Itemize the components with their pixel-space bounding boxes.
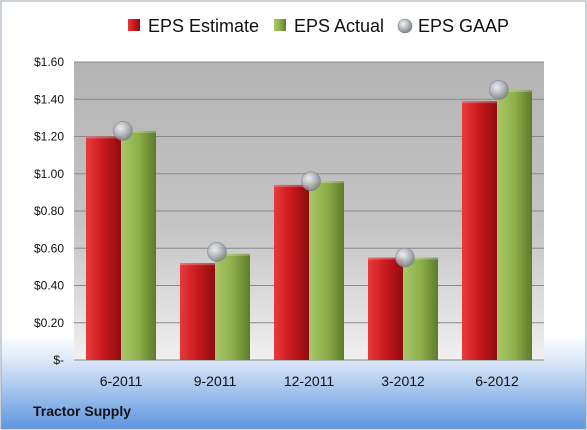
y-tick-label: $0.80 xyxy=(34,204,64,218)
y-tick-label: $1.00 xyxy=(34,167,64,181)
bar-top-highlight xyxy=(462,101,497,104)
bar-top-highlight xyxy=(309,181,344,184)
gaap-marker xyxy=(207,242,227,262)
legend-label: EPS Actual xyxy=(294,16,384,36)
legend-swatch-gaap xyxy=(397,18,413,34)
estimate-bar xyxy=(368,257,403,360)
y-axis: $- $0.20 $0.40 $0.60 $0.80 $1.00 $1.20 $1.40 $1.… xyxy=(34,55,64,367)
y-tick-label: $1.60 xyxy=(34,55,64,69)
x-tick-label: 3-2012 xyxy=(381,373,425,389)
bar-top-highlight xyxy=(403,257,438,260)
legend-swatch-actual xyxy=(274,19,286,31)
estimate-bar xyxy=(86,136,121,360)
legend-swatch-estimate xyxy=(128,19,140,31)
bar-top-highlight xyxy=(121,130,156,133)
gaap-markers xyxy=(113,80,509,268)
company-name: Tractor Supply xyxy=(33,403,131,419)
gaap-marker xyxy=(489,80,509,100)
bar-top-highlight xyxy=(86,136,121,139)
bar-top-highlight xyxy=(180,263,215,266)
x-tick-label: 12-2011 xyxy=(284,373,335,389)
y-tick-label: $0.60 xyxy=(34,241,64,255)
estimate-bar xyxy=(274,184,309,360)
x-axis: 6-2011 9-2011 12-2011 3-2012 6-2012 xyxy=(100,373,519,389)
gaap-marker xyxy=(395,247,415,268)
y-tick-label: $1.20 xyxy=(34,130,64,144)
x-tick-label: 9-2011 xyxy=(194,373,237,389)
y-tick-label: $0.40 xyxy=(34,279,64,293)
actual-bar xyxy=(215,253,250,360)
actual-bar xyxy=(403,257,438,360)
estimate-bar xyxy=(180,263,215,360)
legend: EPS Estimate EPS Actual EPS GAAP xyxy=(128,16,509,36)
legend-label: EPS GAAP xyxy=(418,16,509,36)
bar-top-highlight xyxy=(215,253,250,256)
estimate-bar xyxy=(462,101,497,361)
bar-top-highlight xyxy=(368,257,403,260)
y-tick-label: $1.40 xyxy=(34,92,64,106)
gaap-marker xyxy=(301,171,321,191)
actual-bar xyxy=(497,89,532,360)
bar-series xyxy=(86,89,532,361)
legend-label: EPS Estimate xyxy=(148,16,259,36)
x-tick-label: 6-2012 xyxy=(475,373,519,389)
bar-top-highlight xyxy=(497,89,532,92)
gaap-marker xyxy=(113,121,133,141)
y-tick-label: $- xyxy=(53,353,64,367)
x-tick-label: 6-2011 xyxy=(100,373,143,389)
bar-top-highlight xyxy=(274,184,309,187)
actual-bar xyxy=(309,181,344,360)
actual-bar xyxy=(121,130,156,360)
y-tick-label: $0.20 xyxy=(34,316,64,330)
